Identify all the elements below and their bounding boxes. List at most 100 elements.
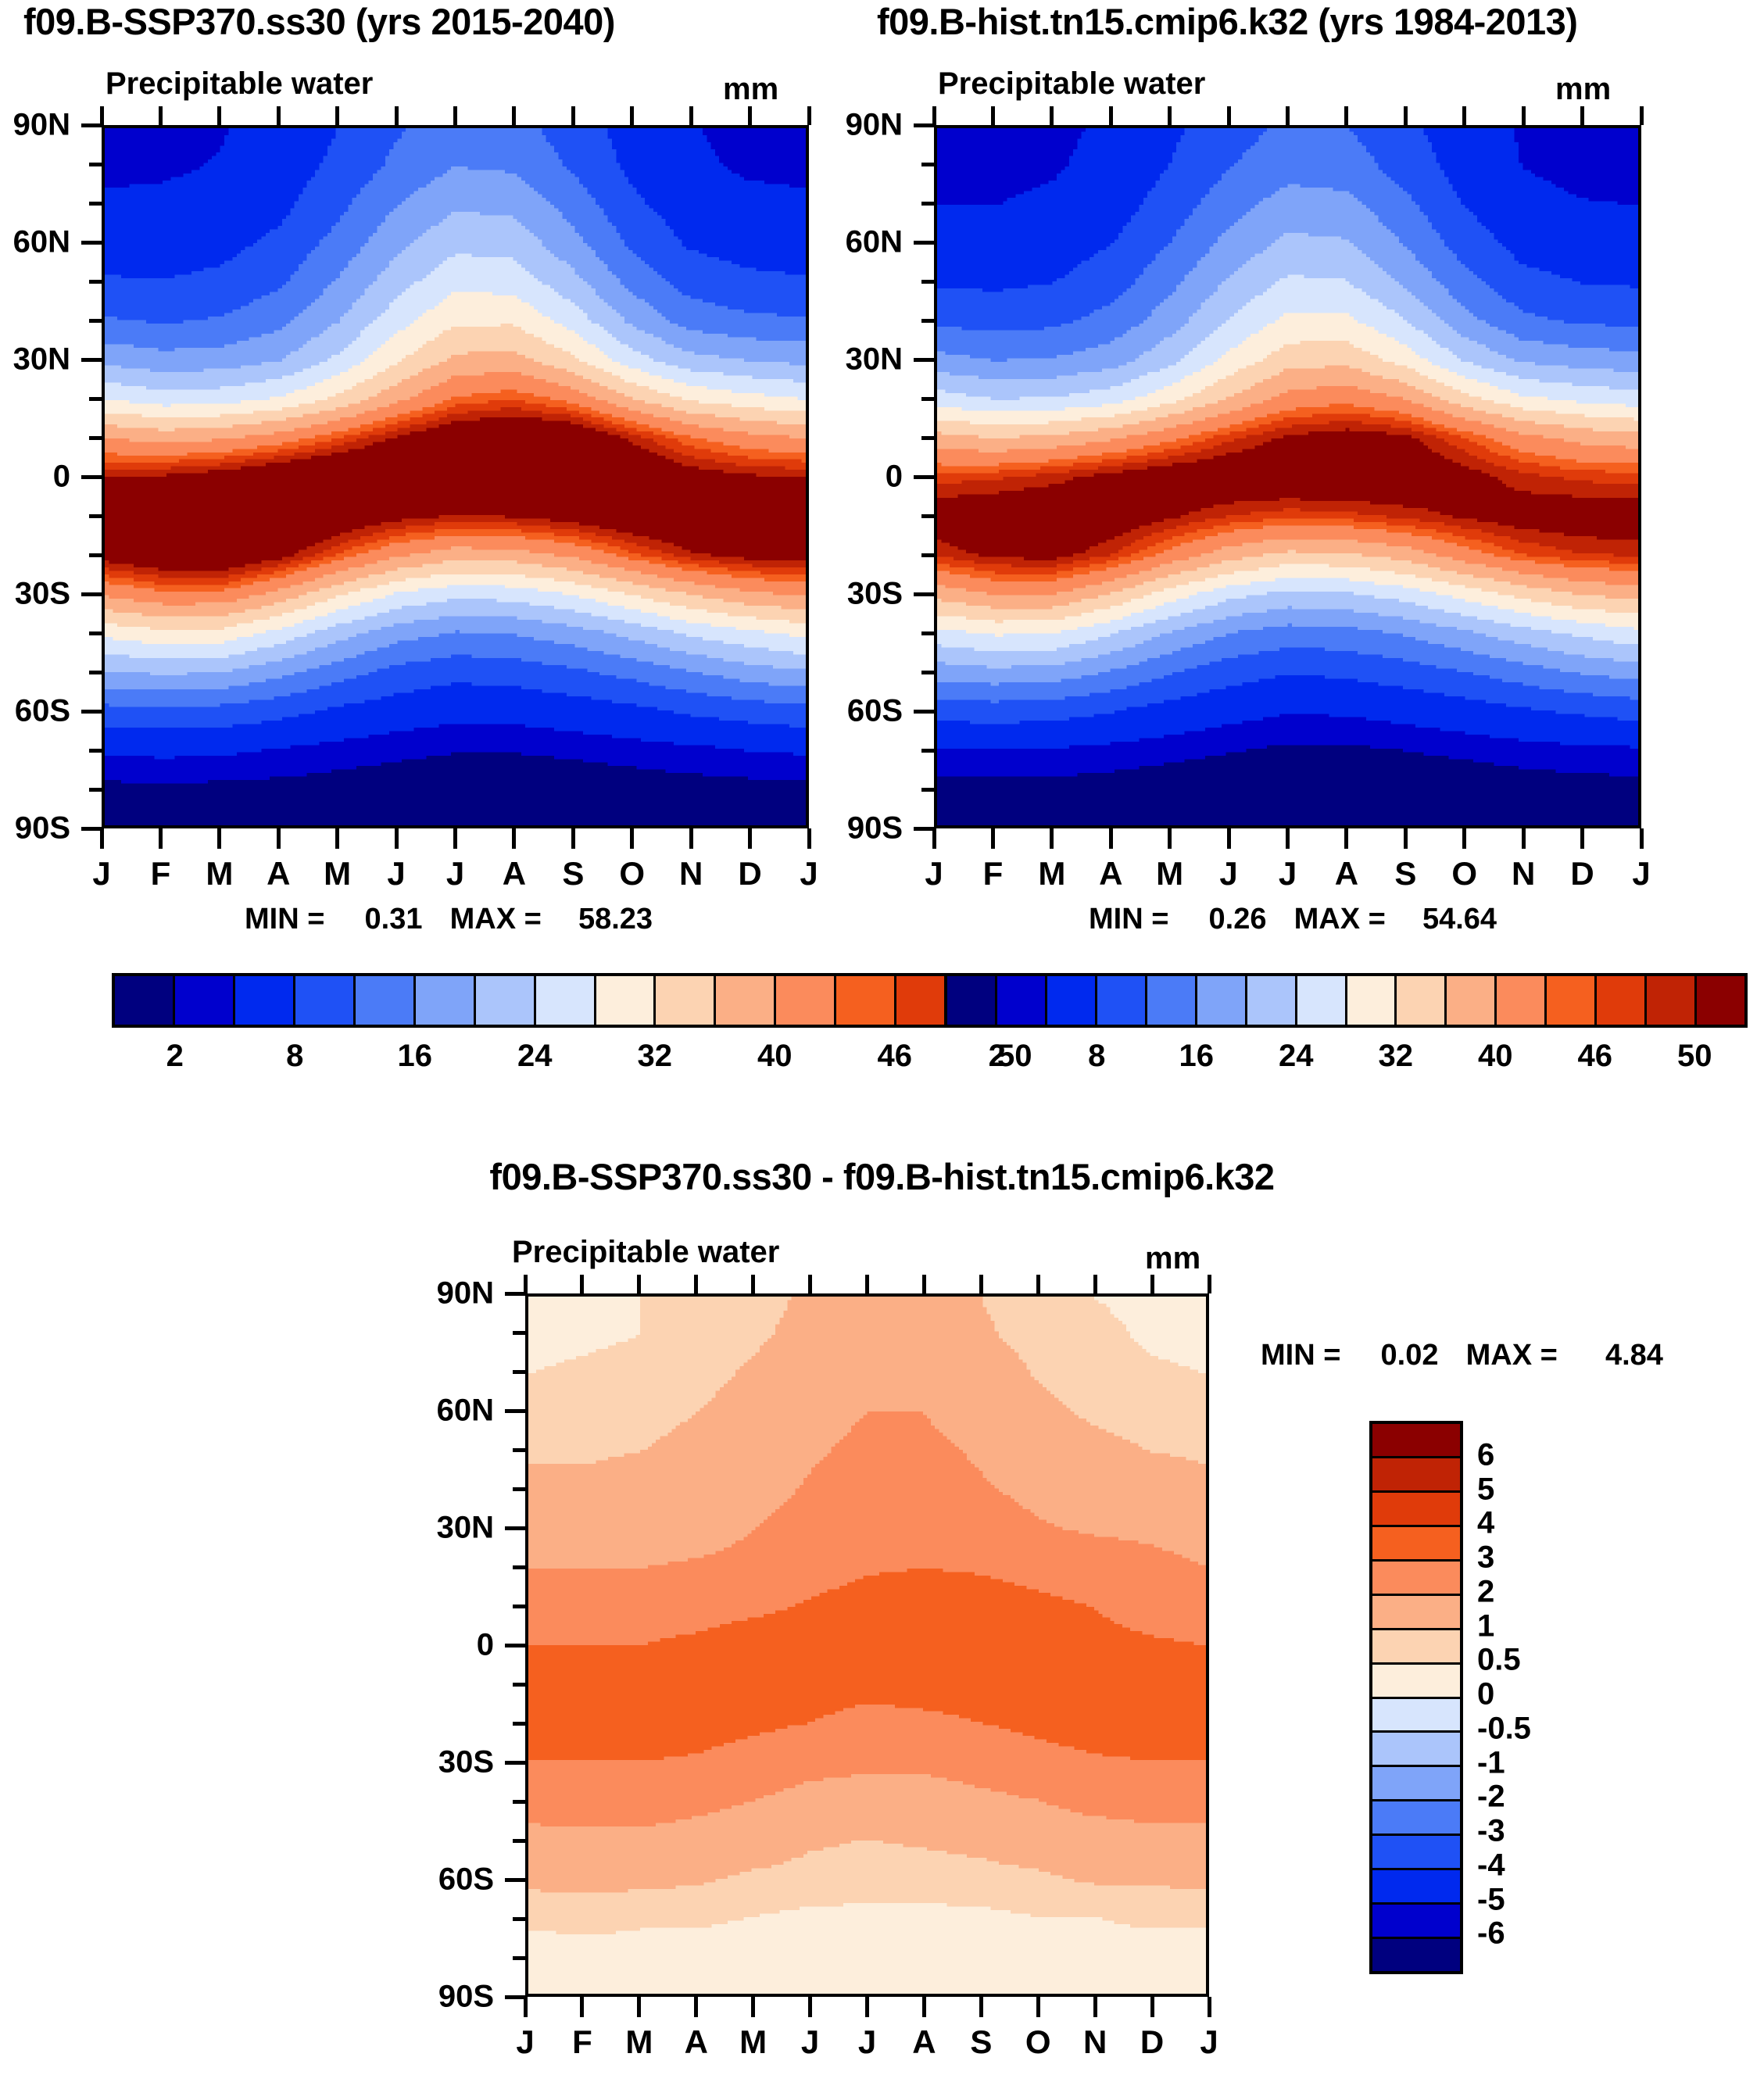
panel-right-colorbar-segment-5[interactable] [1197,976,1247,1025]
panel-left-colorbar-segment-7[interactable] [535,976,596,1025]
panel-diff-ytick-minor [513,1565,525,1569]
panel-diff-colorbar-segment-8[interactable] [1372,1698,1460,1733]
panel-right-colorbar-segment-0[interactable] [947,976,997,1025]
panel-left-xlabel-12: J [800,855,818,892]
panel-left-colorbar-segment-0[interactable] [115,976,175,1025]
panel-right-ytick-minor [921,162,934,166]
panel-left-colorbar-segment-6[interactable] [475,976,536,1025]
panel-left-ytick-major [81,709,102,714]
panel-left-xlabel-0: J [92,855,111,892]
panel-right-xtick-bottom [1168,828,1172,849]
panel-diff-max-label: MAX = [1465,1339,1558,1372]
panel-right-xtick-bottom [1639,828,1644,849]
panel-left-colorbar-segment-3[interactable] [295,976,356,1025]
panel-right-colorbar-segment-15[interactable] [1697,976,1744,1025]
panel-right-colorbar-segment-9[interactable] [1397,976,1447,1025]
panel-right-xtick-bottom [1580,828,1585,849]
panel-right-ylabel-60N: 60N [845,224,903,259]
panel-left-colorbar-segment-2[interactable] [234,976,295,1025]
panel-diff-colorbar-label-0.5: 0.5 [1477,1642,1521,1677]
panel-diff-ytick-minor [513,1916,525,1921]
panel-left-colorbar-segment-12[interactable] [836,976,897,1025]
panel-diff-xlabel-4: M [739,2023,768,2060]
panel-diff-colorbar-segment-15[interactable] [1372,1939,1460,1971]
panel-diff-colorbar-segment-12[interactable] [1372,1836,1460,1871]
panel-diff-colorbar-segment-13[interactable] [1372,1870,1460,1905]
panel-right-xtick-top [1521,106,1526,125]
panel-diff-colorbar-segment-9[interactable] [1372,1733,1460,1768]
panel-diff-colorbar[interactable] [1369,1421,1463,1974]
panel-right-ytick-minor [921,631,934,635]
panel-left-xtick-top [335,106,340,125]
panel-diff-colorbar-segment-10[interactable] [1372,1767,1460,1802]
panel-diff-ytick-major [505,1643,525,1647]
panel-left-ytick-major [81,240,102,245]
panel-diff-colorbar-segment-7[interactable] [1372,1664,1460,1699]
panel-right-ytick-major [914,826,934,831]
panel-left-colorbar-segment-10[interactable] [716,976,777,1025]
panel-diff-colorbar-segment-14[interactable] [1372,1905,1460,1940]
panel-right-xtick-top [1168,106,1172,125]
panel-diff-colorbar-segment-4[interactable] [1372,1561,1460,1596]
panel-diff-colorbar-segment-1[interactable] [1372,1458,1460,1493]
panel-right-colorbar-segment-12[interactable] [1547,976,1598,1025]
panel-diff-colorbar-segment-2[interactable] [1372,1492,1460,1527]
panel-left-colorbar-segment-1[interactable] [174,976,235,1025]
panel-diff-colorbar-segment-6[interactable] [1372,1630,1460,1665]
panel-left-xlabel-11: D [738,855,762,892]
panel-right-ytick-minor [921,318,934,323]
panel-right-colorbar-segment-2[interactable] [1047,976,1097,1025]
panel-left-colorbar-label-24: 24 [517,1039,553,1073]
panel-right-minmax: MIN = 0.26 MAX = 54.64 [1089,903,1497,936]
panel-left-min-value: 0.31 [364,903,423,936]
panel-right-colorbar-segment-7[interactable] [1297,976,1347,1025]
panel-right-colorbar-segment-1[interactable] [996,976,1047,1025]
panel-right-xtick-top [990,106,995,125]
panel-left-xtick-top [689,106,693,125]
panel-diff-ytick-minor [513,1604,525,1608]
panel-left-plot-area[interactable] [102,125,809,828]
panel-right-colorbar-label-24: 24 [1279,1039,1314,1073]
panel-diff-colorbar-segment-0[interactable] [1372,1424,1460,1458]
panel-diff-xtick-bottom [1207,1997,1211,2017]
panel-right-colorbar-segment-6[interactable] [1247,976,1297,1025]
top-right-panel-title: f09.B-hist.tn15.cmip6.k32 (yrs 1984-2013… [877,1,1578,42]
panel-diff-colorbar-label--5: -5 [1477,1882,1505,1916]
panel-diff-colorbar-label--3: -3 [1477,1813,1505,1848]
panel-left-xtick-bottom [453,828,457,849]
panel-left-xtick-top [217,106,222,125]
panel-right-ylabel-90S: 90S [846,810,903,846]
panel-diff-colorbar-segment-11[interactable] [1372,1801,1460,1837]
panel-right-colorbar-segment-11[interactable] [1497,976,1548,1025]
panel-left-colorbar-segment-9[interactable] [656,976,717,1025]
panel-left-ytick-minor [89,318,102,323]
panel-left-colorbar-segment-8[interactable] [596,976,657,1025]
panel-right-ytick-minor [921,279,934,284]
panel-right-colorbar-segment-10[interactable] [1447,976,1497,1025]
panel-diff-plot-area[interactable] [525,1293,1209,1997]
panel-right-colorbar-segment-8[interactable] [1347,976,1397,1025]
panel-left-colorbar[interactable] [112,973,1078,1028]
panel-diff-xtick-top [523,1275,528,1293]
panel-diff-ylabel-90S: 90S [438,1979,494,2014]
panel-left-ytick-major [81,592,102,596]
panel-left-xlabel-2: M [206,855,234,892]
panel-left-xtick-top [630,106,635,125]
panel-diff-colorbar-label-6: 6 [1477,1437,1495,1472]
panel-right-colorbar-segment-13[interactable] [1597,976,1648,1025]
panel-diff-colorbar-segment-5[interactable] [1372,1595,1460,1630]
panel-right-colorbar-segment-4[interactable] [1147,976,1197,1025]
panel-diff-colorbar-segment-3[interactable] [1372,1526,1460,1562]
panel-left-colorbar-segment-11[interactable] [776,976,837,1025]
panel-left-colorbar-segment-4[interactable] [355,976,416,1025]
panel-right-plot-area[interactable] [934,125,1641,828]
panel-right-colorbar-segment-3[interactable] [1097,976,1147,1025]
panel-right-colorbar-segment-14[interactable] [1647,976,1698,1025]
panel-diff-xtick-top [979,1275,983,1293]
panel-diff-ylabel-30N: 30N [436,1510,494,1545]
panel-left-colorbar-segment-5[interactable] [415,976,476,1025]
panel-diff-xtick-top [694,1275,699,1293]
panel-right-ylabel-60S: 60S [846,693,903,728]
panel-right-ylabel-30N: 30N [845,342,903,377]
panel-right-colorbar[interactable] [944,973,1748,1028]
